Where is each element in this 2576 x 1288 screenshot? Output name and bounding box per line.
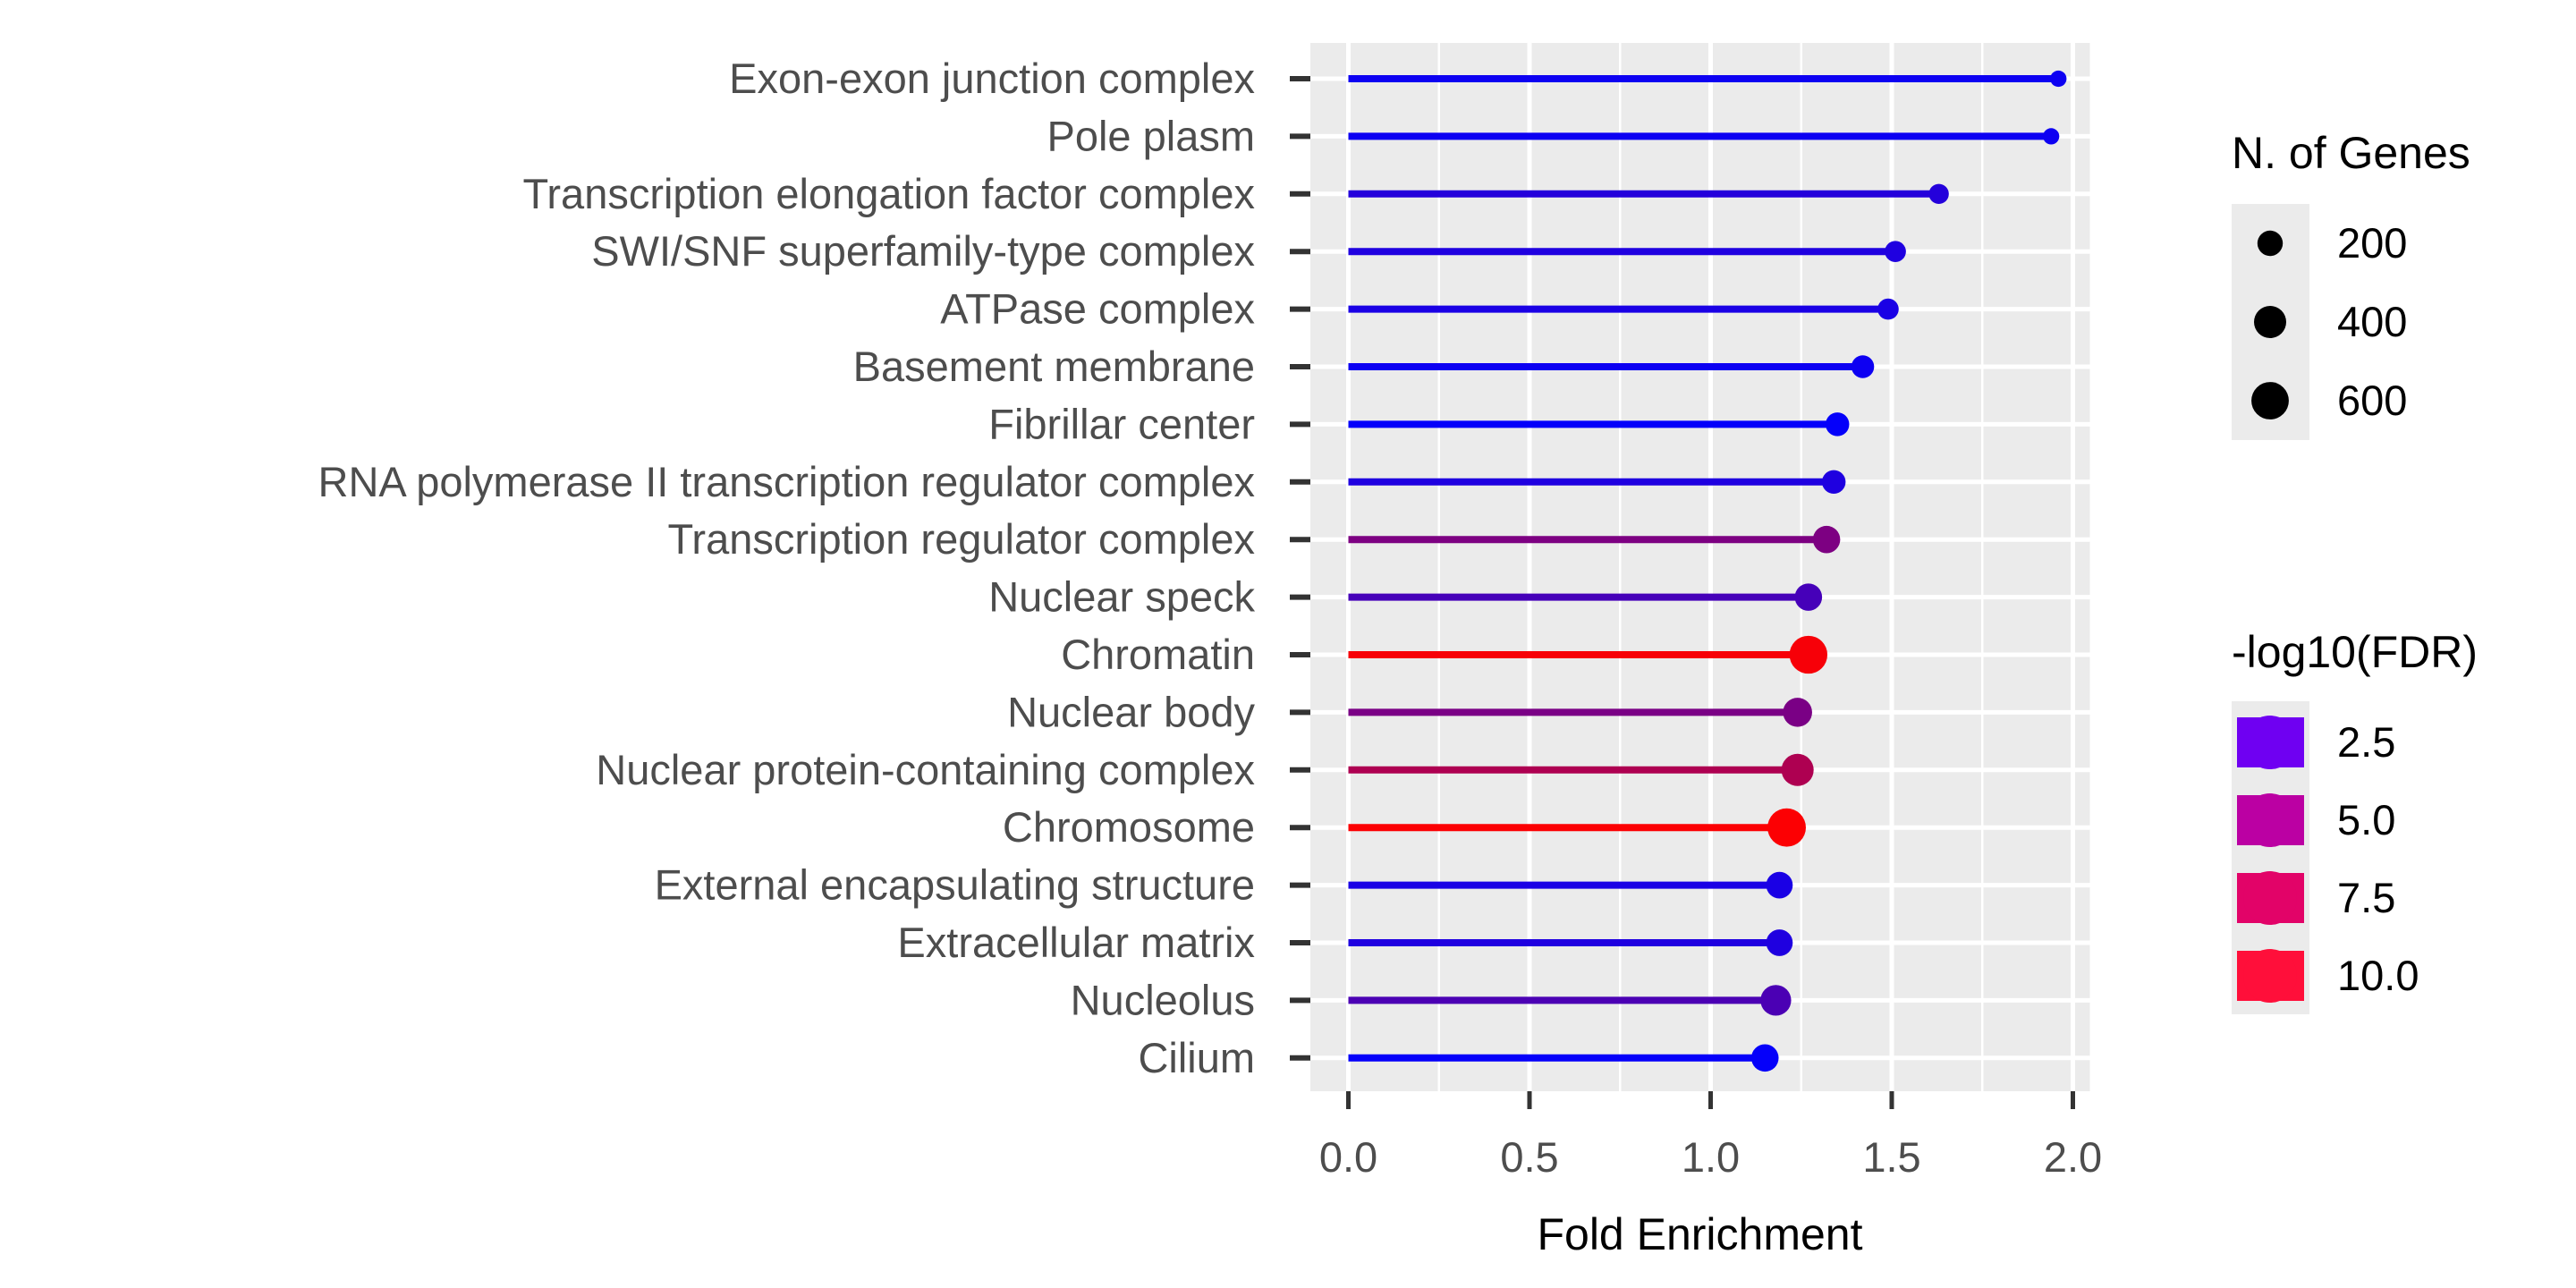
color-legend: -log10(FDR) 2.5 5.0 7.5 10.0 <box>2232 627 2478 1014</box>
y-tick-label: Cilium <box>1138 1034 1255 1081</box>
lollipop-point <box>1766 929 1793 956</box>
size-legend-title: N. of Genes <box>2232 128 2470 178</box>
y-axis: Exon-exon junction complex Pole plasm Tran… <box>318 55 1310 1081</box>
y-tick-label: ATPase complex <box>940 285 1255 333</box>
color-legend-key-point <box>2243 793 2297 847</box>
y-tick-label: SWI/SNF superfamily-type complex <box>591 227 1255 275</box>
y-tick-label: Basement membrane <box>853 343 1255 390</box>
y-tick-label: Nuclear protein-containing complex <box>596 746 1255 793</box>
y-tick-label: Chromatin <box>1061 631 1255 678</box>
color-legend-label: 10.0 <box>2337 952 2419 999</box>
lollipop-marks <box>1348 70 2067 1072</box>
size-legend-label: 400 <box>2337 298 2407 345</box>
size-legend-key <box>2254 306 2286 338</box>
lollipop-point <box>1794 583 1823 611</box>
x-tick-label: 0.0 <box>1319 1133 1377 1181</box>
x-axis: 0.0 0.5 1.0 1.5 2.0 <box>1319 1091 2102 1181</box>
lollipop-point <box>2043 128 2060 145</box>
lollipop-point <box>1766 871 1793 899</box>
lollipop-point <box>2050 70 2067 88</box>
lollipop-point <box>1877 298 1899 320</box>
size-legend-key <box>2251 382 2289 419</box>
color-legend-label: 5.0 <box>2337 796 2395 843</box>
lollipop-point <box>1767 808 1806 847</box>
y-tick-label: Transcription regulator complex <box>667 515 1255 563</box>
color-legend-key-point <box>2243 716 2297 769</box>
y-tick-label: Nucleolus <box>1071 976 1255 1023</box>
x-axis-title: Fold Enrichment <box>1537 1209 1862 1259</box>
size-legend-label: 600 <box>2337 377 2407 424</box>
x-tick-label: 1.0 <box>1682 1133 1740 1181</box>
color-legend-label: 2.5 <box>2337 718 2395 766</box>
x-tick-label: 1.5 <box>1862 1133 1920 1181</box>
color-legend-label: 7.5 <box>2337 874 2395 921</box>
y-tick-label: External encapsulating structure <box>655 861 1255 909</box>
y-tick-label: Nuclear body <box>1007 688 1255 735</box>
plot-panel <box>1310 43 2091 1091</box>
color-legend-title: -log10(FDR) <box>2232 627 2478 677</box>
lollipop-point <box>1760 985 1792 1016</box>
lollipop-point <box>1783 698 1812 727</box>
size-legend-key <box>2257 230 2284 257</box>
size-legend: N. of Genes 200 400 600 <box>2232 128 2470 440</box>
y-tick-label: Exon-exon junction complex <box>729 55 1255 102</box>
lollipop-point <box>1789 635 1828 674</box>
lollipop-point <box>1826 412 1850 436</box>
color-legend-key-point <box>2243 949 2297 1003</box>
lollipop-point <box>1885 241 1906 263</box>
lollipop-point <box>1851 355 1875 378</box>
x-tick-label: 0.5 <box>1500 1133 1558 1181</box>
y-tick-label: Fibrillar center <box>988 400 1255 447</box>
y-tick-label: Pole plasm <box>1047 112 1256 159</box>
lollipop-point <box>1821 470 1846 495</box>
y-tick-label: Extracellular matrix <box>897 919 1255 966</box>
y-tick-label: Nuclear speck <box>988 573 1255 621</box>
lollipop-point <box>1928 183 1949 204</box>
lollipop-point <box>1750 1044 1779 1072</box>
y-tick-label: Transcription elongation factor complex <box>522 170 1255 217</box>
y-tick-label: Chromosome <box>1003 803 1255 851</box>
size-legend-label: 200 <box>2337 219 2407 267</box>
lollipop-point <box>1781 753 1814 786</box>
y-tick-label: RNA polymerase II transcription regulato… <box>318 458 1256 505</box>
color-legend-key-point <box>2243 871 2297 925</box>
lollipop-point <box>1812 525 1841 554</box>
x-tick-label: 2.0 <box>2044 1133 2102 1181</box>
